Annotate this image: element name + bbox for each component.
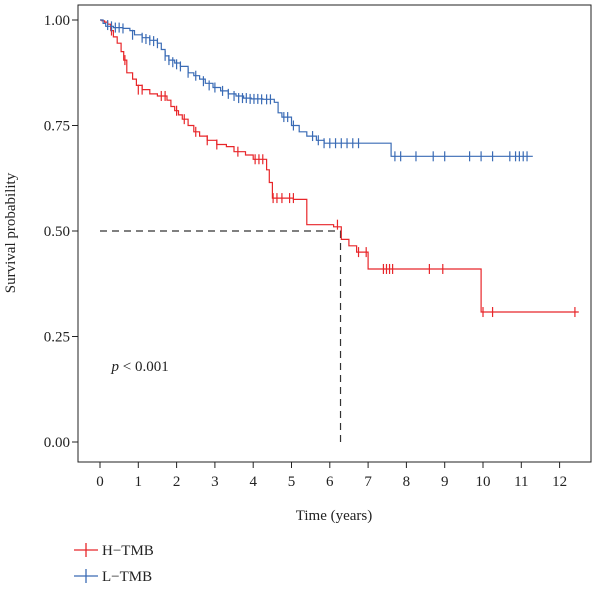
x-tick-label: 5 xyxy=(288,474,296,490)
y-tick-label: 0.50 xyxy=(44,224,70,240)
x-axis: 0 1 2 3 4 5 6 7 8 9 10 11 12 xyxy=(96,462,567,490)
y-tick-label: 0.25 xyxy=(44,330,70,346)
x-axis-label: Time (years) xyxy=(296,508,373,524)
y-tick-label: 0.00 xyxy=(44,435,70,451)
y-axis-label: Survival probability xyxy=(3,172,19,293)
survival-curve-l-tmb xyxy=(100,19,533,157)
x-tick-label: 12 xyxy=(552,474,567,490)
x-tick-label: 9 xyxy=(441,474,449,490)
series-layer xyxy=(100,19,579,318)
y-axis: 0.00 0.25 0.50 0.75 1.00 xyxy=(44,13,78,451)
x-tick-label: 7 xyxy=(364,474,372,490)
survival-curve-h-tmb xyxy=(100,19,579,313)
x-tick-label: 8 xyxy=(403,474,411,490)
y-tick-label: 1.00 xyxy=(44,13,70,29)
legend: H−TMB L−TMB xyxy=(74,543,154,585)
legend-label-l-tmb: L−TMB xyxy=(102,569,152,585)
p-value-annotation: p < 0.001 xyxy=(110,359,168,375)
plot-area xyxy=(77,4,592,463)
x-tick-label: 11 xyxy=(514,474,528,490)
p-value-text: < 0.001 xyxy=(119,359,169,375)
legend-label-h-tmb: H−TMB xyxy=(102,543,154,559)
x-tick-label: 1 xyxy=(135,474,143,490)
y-tick-label: 0.75 xyxy=(44,119,70,135)
legend-item-h-tmb: H−TMB xyxy=(74,543,154,559)
x-tick-label: 3 xyxy=(211,474,219,490)
x-tick-label: 10 xyxy=(476,474,491,490)
x-tick-label: 2 xyxy=(173,474,181,490)
plot-border xyxy=(77,4,592,463)
p-value-symbol: p xyxy=(110,359,119,375)
x-tick-label: 6 xyxy=(326,474,334,490)
x-tick-label: 4 xyxy=(249,474,257,490)
legend-item-l-tmb: L−TMB xyxy=(74,569,152,585)
x-tick-label: 0 xyxy=(96,474,104,490)
median-reference-lines xyxy=(100,230,342,442)
